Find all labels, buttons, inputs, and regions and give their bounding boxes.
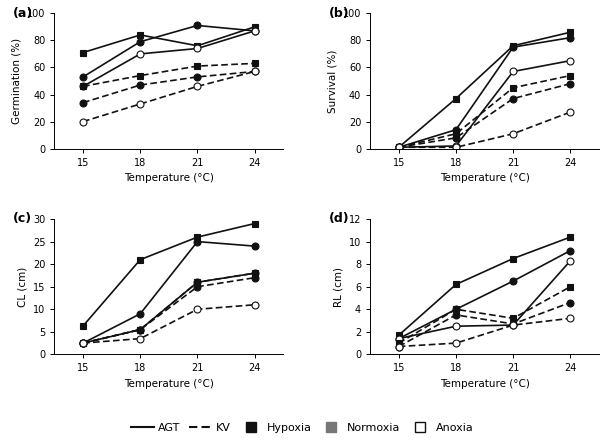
Text: (a): (a)	[13, 7, 33, 19]
X-axis label: Temperature (°C): Temperature (°C)	[124, 379, 214, 389]
Legend: AGT, KV, Hypoxia, Normoxia, Anoxia: AGT, KV, Hypoxia, Normoxia, Anoxia	[127, 419, 478, 437]
Text: (c): (c)	[13, 212, 33, 225]
Text: (b): (b)	[329, 7, 350, 19]
Y-axis label: Survival (%): Survival (%)	[327, 49, 337, 113]
Text: (d): (d)	[329, 212, 350, 225]
Y-axis label: Germination (%): Germination (%)	[11, 38, 22, 124]
X-axis label: Temperature (°C): Temperature (°C)	[440, 379, 529, 389]
X-axis label: Temperature (°C): Temperature (°C)	[440, 173, 529, 183]
X-axis label: Temperature (°C): Temperature (°C)	[124, 173, 214, 183]
Y-axis label: CL (cm): CL (cm)	[18, 267, 27, 307]
Y-axis label: RL (cm): RL (cm)	[333, 267, 343, 307]
